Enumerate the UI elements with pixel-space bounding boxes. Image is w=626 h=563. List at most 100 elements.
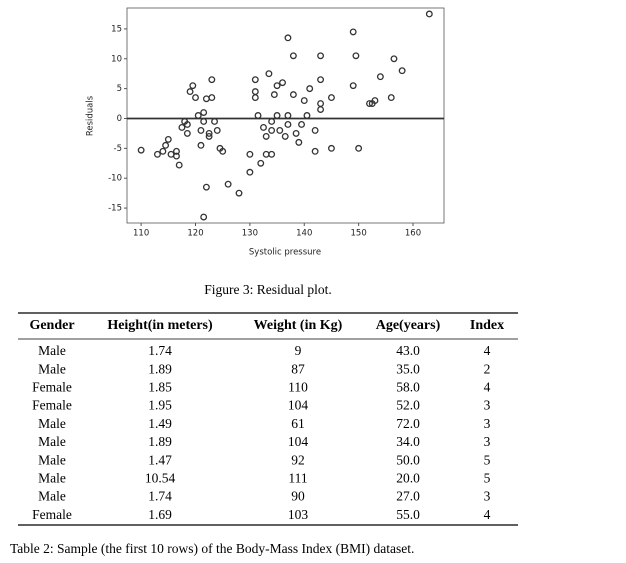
table-header: Weight (in Kg) bbox=[254, 318, 343, 333]
table-cell: 55.0 bbox=[396, 507, 420, 522]
table-cell: 61 bbox=[291, 416, 305, 431]
table-cell: 1.74 bbox=[148, 489, 172, 504]
point bbox=[262, 150, 270, 158]
point bbox=[289, 52, 297, 60]
table-cell: 110 bbox=[288, 379, 308, 394]
point bbox=[398, 67, 406, 75]
point bbox=[175, 161, 183, 169]
y-tick-label: 10 bbox=[111, 54, 122, 64]
point bbox=[366, 100, 373, 108]
point bbox=[205, 129, 213, 137]
point bbox=[376, 73, 384, 81]
plot-frame bbox=[126, 7, 445, 224]
table-cell: 35.0 bbox=[396, 361, 420, 376]
table-cell: Female bbox=[32, 379, 72, 394]
point bbox=[202, 95, 210, 103]
point bbox=[425, 10, 433, 18]
table-cell: 27.0 bbox=[396, 489, 420, 504]
point bbox=[235, 189, 243, 197]
table-cell: 58.0 bbox=[396, 379, 420, 394]
table-cell: Male bbox=[38, 434, 66, 449]
table-cell: Female bbox=[32, 398, 72, 413]
table-cell: Male bbox=[38, 452, 66, 467]
point bbox=[254, 112, 262, 119]
y-axis-label: Residuals bbox=[86, 95, 96, 136]
table-cell: 3 bbox=[484, 489, 491, 504]
point bbox=[246, 168, 254, 176]
point bbox=[205, 132, 213, 140]
point bbox=[211, 118, 218, 125]
table-cell: Male bbox=[38, 361, 66, 376]
point bbox=[186, 88, 194, 96]
table-cell: 1.89 bbox=[148, 361, 172, 376]
table-cell: 3 bbox=[484, 434, 491, 449]
point bbox=[387, 94, 395, 102]
table-cell: 92 bbox=[291, 452, 305, 467]
table-cell: 52.0 bbox=[396, 398, 420, 413]
point bbox=[390, 55, 398, 63]
point bbox=[281, 132, 289, 140]
point bbox=[208, 94, 216, 102]
point bbox=[197, 126, 205, 134]
point bbox=[268, 150, 276, 158]
point bbox=[273, 82, 281, 90]
table-cell: 104 bbox=[288, 434, 309, 449]
x-axis-label: Systolic pressure bbox=[249, 248, 321, 258]
point bbox=[200, 109, 208, 116]
table-cell: 103 bbox=[288, 507, 309, 522]
point bbox=[311, 126, 319, 134]
point bbox=[279, 79, 286, 87]
point bbox=[355, 144, 363, 152]
point bbox=[262, 132, 270, 140]
point bbox=[327, 144, 335, 152]
table-cell: 50.0 bbox=[396, 452, 420, 467]
table-cell: Female bbox=[32, 507, 72, 522]
point bbox=[317, 106, 325, 113]
table-cell: 4 bbox=[484, 379, 491, 394]
point bbox=[349, 82, 357, 90]
point bbox=[173, 147, 180, 155]
point bbox=[183, 121, 191, 128]
point bbox=[303, 112, 311, 119]
point bbox=[371, 97, 379, 105]
point bbox=[349, 28, 357, 36]
table-cell: 1.74 bbox=[148, 343, 172, 358]
table-cell: 10.54 bbox=[145, 470, 176, 485]
table-cell: Male bbox=[38, 343, 66, 358]
point bbox=[276, 126, 284, 134]
point bbox=[251, 88, 259, 96]
table-cell: 9 bbox=[295, 343, 302, 358]
y-tick-label: -5 bbox=[114, 144, 122, 154]
table-cell: 104 bbox=[288, 398, 309, 413]
point bbox=[295, 138, 303, 146]
point bbox=[246, 150, 254, 158]
table-cell: 20.0 bbox=[396, 470, 420, 485]
point bbox=[200, 213, 208, 221]
table-cell: 1.85 bbox=[148, 379, 172, 394]
point bbox=[183, 129, 191, 137]
table-cell: 3 bbox=[484, 398, 491, 413]
figure-caption: Figure 3: Residual plot. bbox=[204, 282, 332, 297]
point bbox=[197, 141, 205, 149]
table-cell: 43.0 bbox=[396, 343, 420, 358]
table-cell: 1.89 bbox=[148, 434, 172, 449]
x-tick-label: 140 bbox=[296, 229, 312, 239]
table-cell: 72.0 bbox=[396, 416, 420, 431]
point bbox=[352, 52, 360, 60]
point bbox=[137, 146, 145, 154]
table-cell: 90 bbox=[291, 489, 305, 504]
table-cell: Male bbox=[38, 470, 66, 485]
table-cell: 3 bbox=[484, 416, 491, 431]
point bbox=[208, 76, 216, 84]
point bbox=[260, 123, 267, 131]
y-tick-label: -10 bbox=[108, 174, 122, 184]
point bbox=[167, 150, 175, 158]
point bbox=[317, 76, 325, 84]
point bbox=[153, 150, 161, 158]
table-cell: 5 bbox=[484, 452, 491, 467]
point bbox=[251, 94, 259, 102]
point bbox=[317, 52, 325, 60]
table-cell: 2 bbox=[484, 361, 491, 376]
table-cell: 1.69 bbox=[148, 507, 172, 522]
point bbox=[219, 147, 227, 155]
